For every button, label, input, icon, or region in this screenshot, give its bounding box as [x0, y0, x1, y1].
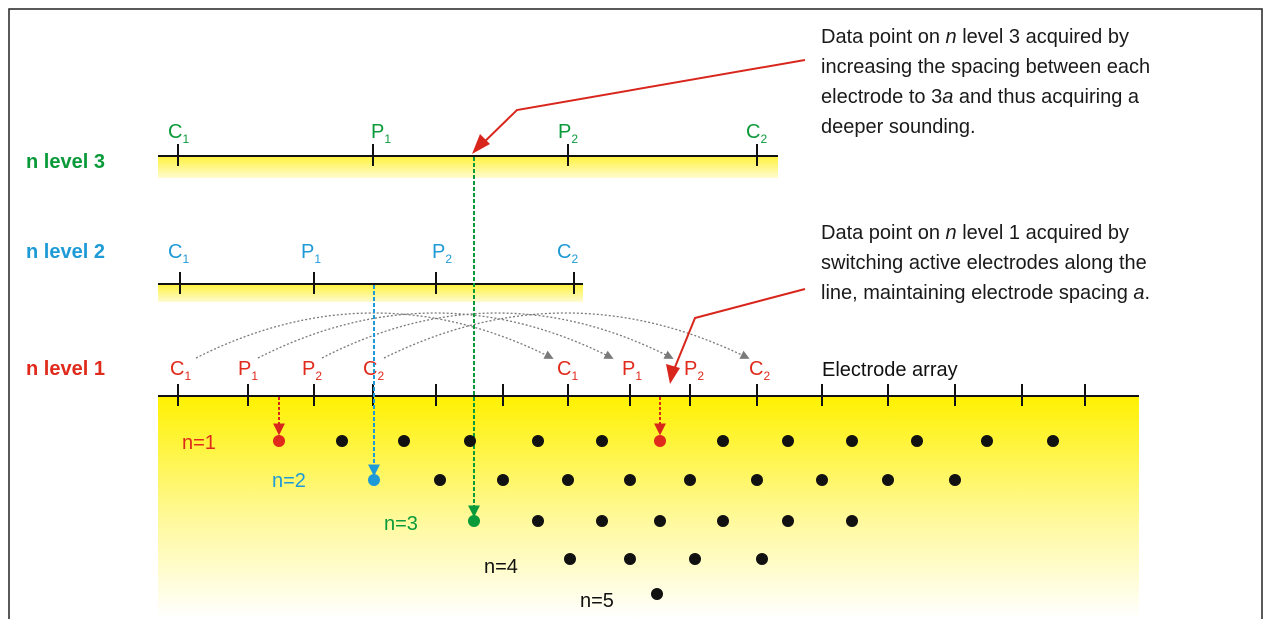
data-point — [651, 588, 663, 600]
electrode-label: P1 — [238, 358, 258, 383]
switching-arrows — [195, 312, 750, 359]
electrode-label: C2 — [749, 358, 770, 383]
data-point — [782, 515, 794, 527]
data-point — [532, 435, 544, 447]
annotation-arrow-top-head — [472, 134, 490, 154]
n4-label: n=4 — [484, 556, 518, 578]
data-point — [654, 435, 666, 447]
data-points — [273, 435, 1059, 600]
data-point — [1047, 435, 1059, 447]
data-point — [562, 474, 574, 486]
data-point — [532, 515, 544, 527]
n3-label: n=3 — [384, 513, 418, 535]
electrode-label: P1 — [622, 358, 642, 383]
data-point — [717, 515, 729, 527]
n1-label: n=1 — [182, 432, 216, 454]
electrode-label: P2 — [684, 358, 704, 383]
ground-strip-level-2 — [158, 284, 583, 302]
data-point — [336, 435, 348, 447]
electrode-label: C1 — [168, 121, 189, 146]
electrode-label: C2 — [746, 121, 767, 146]
level-2-label: n level 2 — [26, 241, 105, 263]
annotation-top-line4: deeper sounding. — [821, 116, 976, 138]
data-point — [596, 435, 608, 447]
data-point — [756, 553, 768, 565]
data-point — [398, 435, 410, 447]
switching-arrow — [257, 312, 614, 359]
electrode-label: P2 — [302, 358, 322, 383]
data-point — [717, 435, 729, 447]
figure-border — [8, 8, 1263, 624]
data-point — [949, 474, 961, 486]
annotation-bottom-line3: line, maintaining electrode spacing a. — [821, 282, 1150, 304]
data-point — [273, 435, 285, 447]
data-point — [624, 553, 636, 565]
n2-label: n=2 — [272, 470, 306, 492]
electrode-label: C1 — [168, 241, 189, 266]
data-point — [684, 474, 696, 486]
annotation-top-line1: Data point on n level 3 acquired by — [821, 26, 1129, 48]
data-point — [368, 474, 380, 486]
switching-arrow — [383, 312, 750, 359]
electrode-label: P1 — [371, 121, 391, 146]
electrode-label: P1 — [301, 241, 321, 266]
annotation-arrow-bottom-line — [672, 288, 806, 373]
data-point — [782, 435, 794, 447]
n5-label: n=5 — [580, 590, 614, 612]
electrode-ticks — [177, 144, 1086, 406]
data-point — [751, 474, 763, 486]
data-point — [816, 474, 828, 486]
electrode-label: C1 — [170, 358, 191, 383]
electrode-label: C2 — [557, 241, 578, 266]
data-point — [434, 474, 446, 486]
level-3-label: n level 3 — [26, 151, 105, 173]
annotation-bottom-line2: switching active electrodes along the — [821, 252, 1147, 274]
data-point — [689, 553, 701, 565]
annotation-top-line3: electrode to 3a and thus acquiring a — [821, 86, 1140, 108]
ground-section-level-1 — [158, 396, 1139, 619]
data-point — [464, 435, 476, 447]
data-point — [846, 515, 858, 527]
data-point — [911, 435, 923, 447]
annotation-arrow-bottom-head — [666, 364, 680, 384]
annotation-top-line2: increasing the spacing between each — [821, 56, 1150, 78]
ground-strip-level-3 — [158, 156, 778, 178]
data-point — [882, 474, 894, 486]
data-point — [846, 435, 858, 447]
data-point — [497, 474, 509, 486]
annotation-arrow-top-line — [475, 59, 806, 151]
data-point — [564, 553, 576, 565]
data-point — [624, 474, 636, 486]
electrode-label: P2 — [558, 121, 578, 146]
electrode-label: P2 — [432, 241, 452, 266]
data-point — [596, 515, 608, 527]
data-point — [654, 515, 666, 527]
switching-arrow — [321, 312, 674, 359]
level-1-label: n level 1 — [26, 358, 105, 380]
electrode-label: C1 — [557, 358, 578, 383]
data-point — [468, 515, 480, 527]
data-point — [981, 435, 993, 447]
electrode-array-label: Electrode array — [822, 359, 958, 381]
annotation-bottom-line1: Data point on n level 1 acquired by — [821, 222, 1129, 244]
